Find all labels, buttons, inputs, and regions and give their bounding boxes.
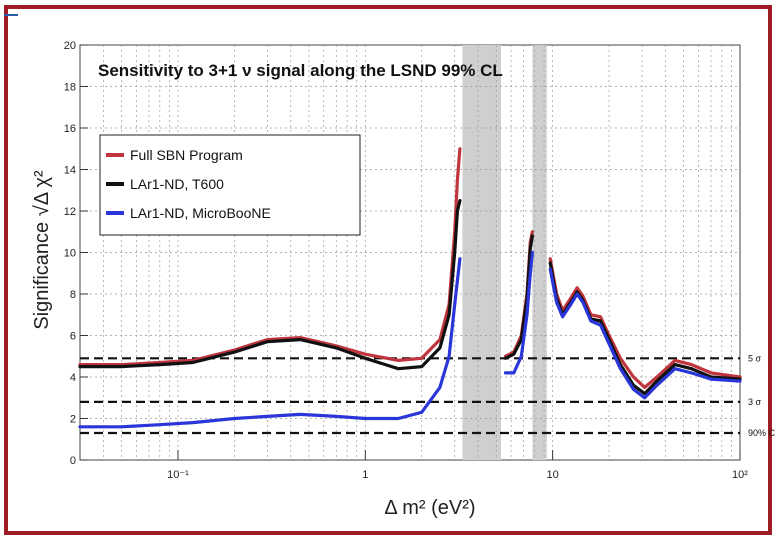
legend-label-0: Full SBN Program — [130, 147, 243, 163]
reference-label-2: 90% C — [748, 428, 776, 438]
x-axis-label: Δ m² (eV²) — [384, 497, 475, 519]
series-line-1-segment-1 — [503, 234, 534, 360]
y-tick-label: 2 — [70, 414, 76, 426]
x-tick-label: 10⁻¹ — [167, 469, 189, 481]
y-tick-label: 6 — [70, 331, 76, 343]
x-tick-label: 10² — [732, 469, 748, 481]
y-tick-label: 20 — [64, 40, 76, 52]
legend-box — [99, 134, 361, 236]
legend-label-2: LAr1-ND, MicroBooNE — [130, 205, 271, 221]
series-line-2-segment-2 — [548, 267, 742, 400]
series-line-1-segment-0 — [78, 199, 462, 371]
y-tick-label: 4 — [70, 372, 76, 384]
excluded-band-1 — [532, 45, 547, 460]
y-tick-label: 12 — [64, 206, 76, 218]
reference-label-0: 5 σ — [748, 353, 762, 363]
x-tick-label: 10 — [547, 469, 559, 481]
y-tick-label: 8 — [70, 289, 76, 301]
y-axis-label: Significance √Δ χ² — [31, 170, 53, 330]
axis-ticks: 0 2 4 6 8 10 12 14 16 18 20 10⁻¹ 1 10 10² — [64, 40, 749, 481]
y-tick-label: 18 — [64, 82, 76, 94]
reference-label-1: 3 σ — [748, 397, 762, 407]
legend: Full SBN Program LAr1-ND, T600 LAr1-ND, Mi… — [99, 134, 361, 236]
grid-lines — [80, 45, 740, 460]
chart-title: Sensitivity to 3+1 ν signal along the LS… — [98, 61, 503, 80]
series-line-2-segment-1 — [503, 250, 534, 375]
series-group — [78, 147, 742, 429]
y-tick-label: 0 — [70, 455, 76, 467]
y-tick-label: 14 — [64, 165, 76, 177]
series-line-0-segment-2 — [548, 257, 742, 389]
y-tick-label: 16 — [64, 123, 76, 135]
legend-label-1: LAr1-ND, T600 — [130, 176, 224, 192]
excluded-bands — [462, 45, 547, 460]
series-line-2-segment-0 — [78, 257, 462, 429]
y-tick-label: 10 — [64, 248, 76, 260]
top-accent-rule — [4, 14, 18, 16]
x-tick-label: 1 — [362, 469, 368, 481]
